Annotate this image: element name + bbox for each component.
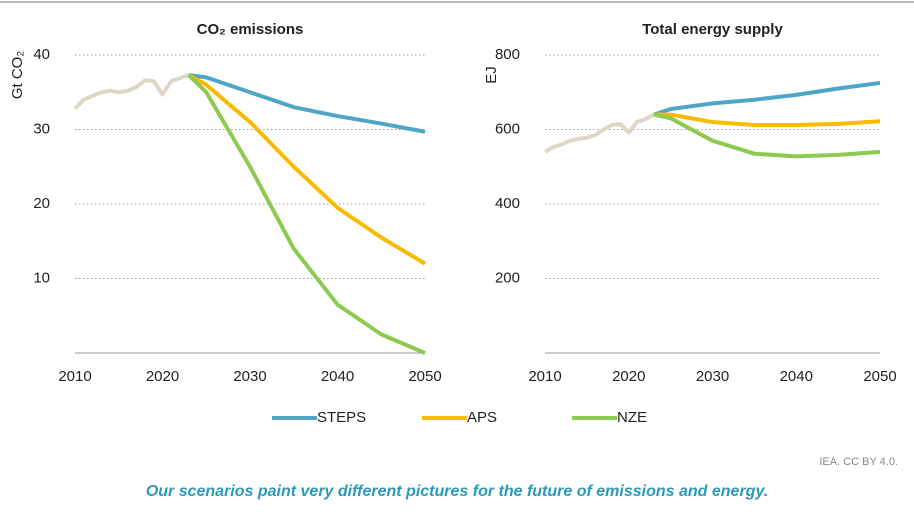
- x-tick-label: 2050: [863, 368, 896, 385]
- y-tick-label: 800: [495, 46, 520, 63]
- x-tick-label: 2020: [612, 368, 645, 385]
- y-tick-label: 200: [495, 269, 520, 286]
- series-line: [653, 80, 881, 117]
- series-line: [187, 73, 427, 266]
- x-tick-label: 2010: [58, 368, 91, 385]
- x-tick-label: 2010: [528, 368, 561, 385]
- y-tick-label: 30: [33, 120, 50, 137]
- y-tick-label: 400: [495, 195, 520, 212]
- legend-label: APS: [467, 409, 497, 426]
- y-tick-label: 10: [33, 269, 50, 286]
- series-line: [187, 73, 426, 355]
- legend-label: NZE: [617, 409, 647, 426]
- chart-title: CO₂ emissions: [197, 21, 304, 38]
- x-tick-label: 2030: [233, 368, 266, 385]
- x-tick-label: 2050: [408, 368, 441, 385]
- x-tick-label: 2040: [321, 368, 354, 385]
- series-line: [188, 73, 426, 134]
- series-line: [653, 112, 881, 128]
- x-tick-label: 2030: [696, 368, 729, 385]
- series-line: [543, 112, 655, 154]
- y-tick-label: 40: [33, 46, 50, 63]
- y-axis-label: EJ: [483, 66, 500, 84]
- series-line: [73, 73, 190, 111]
- legend-label: STEPS: [317, 409, 366, 426]
- chart-title: Total energy supply: [642, 21, 783, 38]
- series-line: [653, 112, 881, 159]
- y-tick-label: 20: [33, 195, 50, 212]
- y-tick-label: 600: [495, 120, 520, 137]
- x-tick-label: 2040: [780, 368, 813, 385]
- source: IEA. CC BY 4.0.: [819, 456, 898, 468]
- x-tick-label: 2020: [146, 368, 179, 385]
- caption: Our scenarios paint very different pictu…: [146, 483, 768, 500]
- y-axis-label: Gt CO₂: [9, 51, 26, 100]
